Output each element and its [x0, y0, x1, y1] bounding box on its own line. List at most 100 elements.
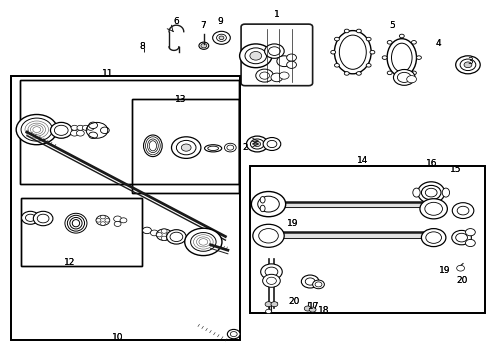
Circle shape: [344, 72, 349, 75]
Circle shape: [464, 62, 472, 68]
Circle shape: [399, 34, 404, 38]
Circle shape: [25, 214, 35, 221]
Circle shape: [407, 76, 416, 83]
Ellipse shape: [149, 141, 157, 151]
Ellipse shape: [387, 39, 416, 77]
Circle shape: [120, 218, 127, 223]
Circle shape: [254, 141, 261, 147]
Circle shape: [161, 229, 167, 233]
Circle shape: [335, 63, 340, 67]
Circle shape: [172, 137, 201, 158]
Text: 4: 4: [436, 39, 441, 48]
Circle shape: [199, 239, 208, 245]
Circle shape: [150, 230, 158, 236]
Circle shape: [456, 233, 467, 242]
Circle shape: [263, 138, 281, 150]
Circle shape: [387, 71, 392, 75]
Circle shape: [420, 199, 447, 219]
Text: 2: 2: [242, 143, 248, 152]
Text: 18: 18: [318, 306, 329, 315]
Text: 17: 17: [308, 302, 319, 311]
Circle shape: [256, 69, 273, 82]
Circle shape: [265, 44, 284, 58]
Text: 6: 6: [173, 17, 179, 26]
Circle shape: [33, 211, 53, 226]
Circle shape: [416, 56, 421, 59]
Circle shape: [213, 31, 230, 44]
Circle shape: [356, 72, 361, 75]
Circle shape: [425, 188, 437, 197]
Text: 7: 7: [200, 21, 206, 30]
Circle shape: [166, 233, 172, 237]
Text: 8: 8: [139, 42, 145, 51]
Text: 12: 12: [64, 258, 76, 267]
Circle shape: [82, 125, 89, 130]
Circle shape: [387, 41, 392, 44]
Text: 14: 14: [357, 156, 368, 165]
Circle shape: [89, 122, 98, 129]
Circle shape: [269, 47, 280, 55]
Ellipse shape: [144, 135, 162, 157]
Ellipse shape: [208, 146, 219, 150]
Text: 15: 15: [450, 165, 462, 174]
Text: 16: 16: [426, 159, 438, 168]
Circle shape: [194, 235, 213, 249]
Ellipse shape: [65, 213, 87, 233]
Circle shape: [258, 196, 279, 212]
Circle shape: [412, 71, 416, 75]
Circle shape: [287, 61, 296, 68]
Circle shape: [335, 37, 340, 41]
Circle shape: [16, 114, 57, 145]
Text: 8: 8: [139, 42, 145, 51]
Circle shape: [305, 278, 315, 285]
Circle shape: [100, 215, 105, 219]
Circle shape: [22, 211, 39, 224]
Text: 16: 16: [426, 159, 438, 168]
Circle shape: [452, 203, 474, 219]
Ellipse shape: [260, 197, 265, 203]
Text: 2: 2: [242, 143, 248, 152]
Circle shape: [250, 139, 264, 149]
Text: 3: 3: [467, 57, 473, 66]
Circle shape: [246, 136, 268, 152]
Circle shape: [230, 332, 237, 337]
Text: 3: 3: [467, 57, 473, 66]
Text: 20: 20: [456, 276, 467, 284]
Ellipse shape: [392, 43, 412, 72]
Circle shape: [457, 206, 469, 215]
Text: 20: 20: [456, 276, 467, 284]
Circle shape: [425, 202, 442, 215]
Circle shape: [271, 73, 283, 82]
Text: 5: 5: [389, 21, 395, 30]
Circle shape: [170, 232, 183, 242]
FancyBboxPatch shape: [241, 24, 313, 86]
Circle shape: [143, 227, 151, 234]
Circle shape: [426, 232, 441, 243]
Circle shape: [28, 123, 46, 136]
Ellipse shape: [260, 205, 265, 212]
Circle shape: [25, 121, 49, 138]
Circle shape: [161, 236, 167, 240]
Circle shape: [421, 185, 441, 200]
Circle shape: [366, 37, 371, 41]
Text: 10: 10: [112, 333, 123, 342]
Circle shape: [201, 44, 207, 48]
Text: 1: 1: [274, 10, 280, 19]
Ellipse shape: [70, 217, 82, 229]
Circle shape: [466, 229, 475, 236]
Circle shape: [185, 228, 222, 256]
Circle shape: [263, 274, 280, 287]
Circle shape: [397, 72, 411, 82]
Circle shape: [21, 118, 52, 141]
Circle shape: [399, 77, 404, 81]
Circle shape: [356, 29, 361, 33]
Text: 1: 1: [274, 10, 280, 19]
Circle shape: [265, 302, 272, 307]
Circle shape: [261, 264, 282, 280]
Text: 15: 15: [450, 165, 462, 174]
Text: 7: 7: [200, 21, 206, 30]
Circle shape: [253, 224, 284, 247]
Circle shape: [114, 221, 121, 226]
Circle shape: [301, 275, 319, 288]
Circle shape: [370, 50, 375, 54]
